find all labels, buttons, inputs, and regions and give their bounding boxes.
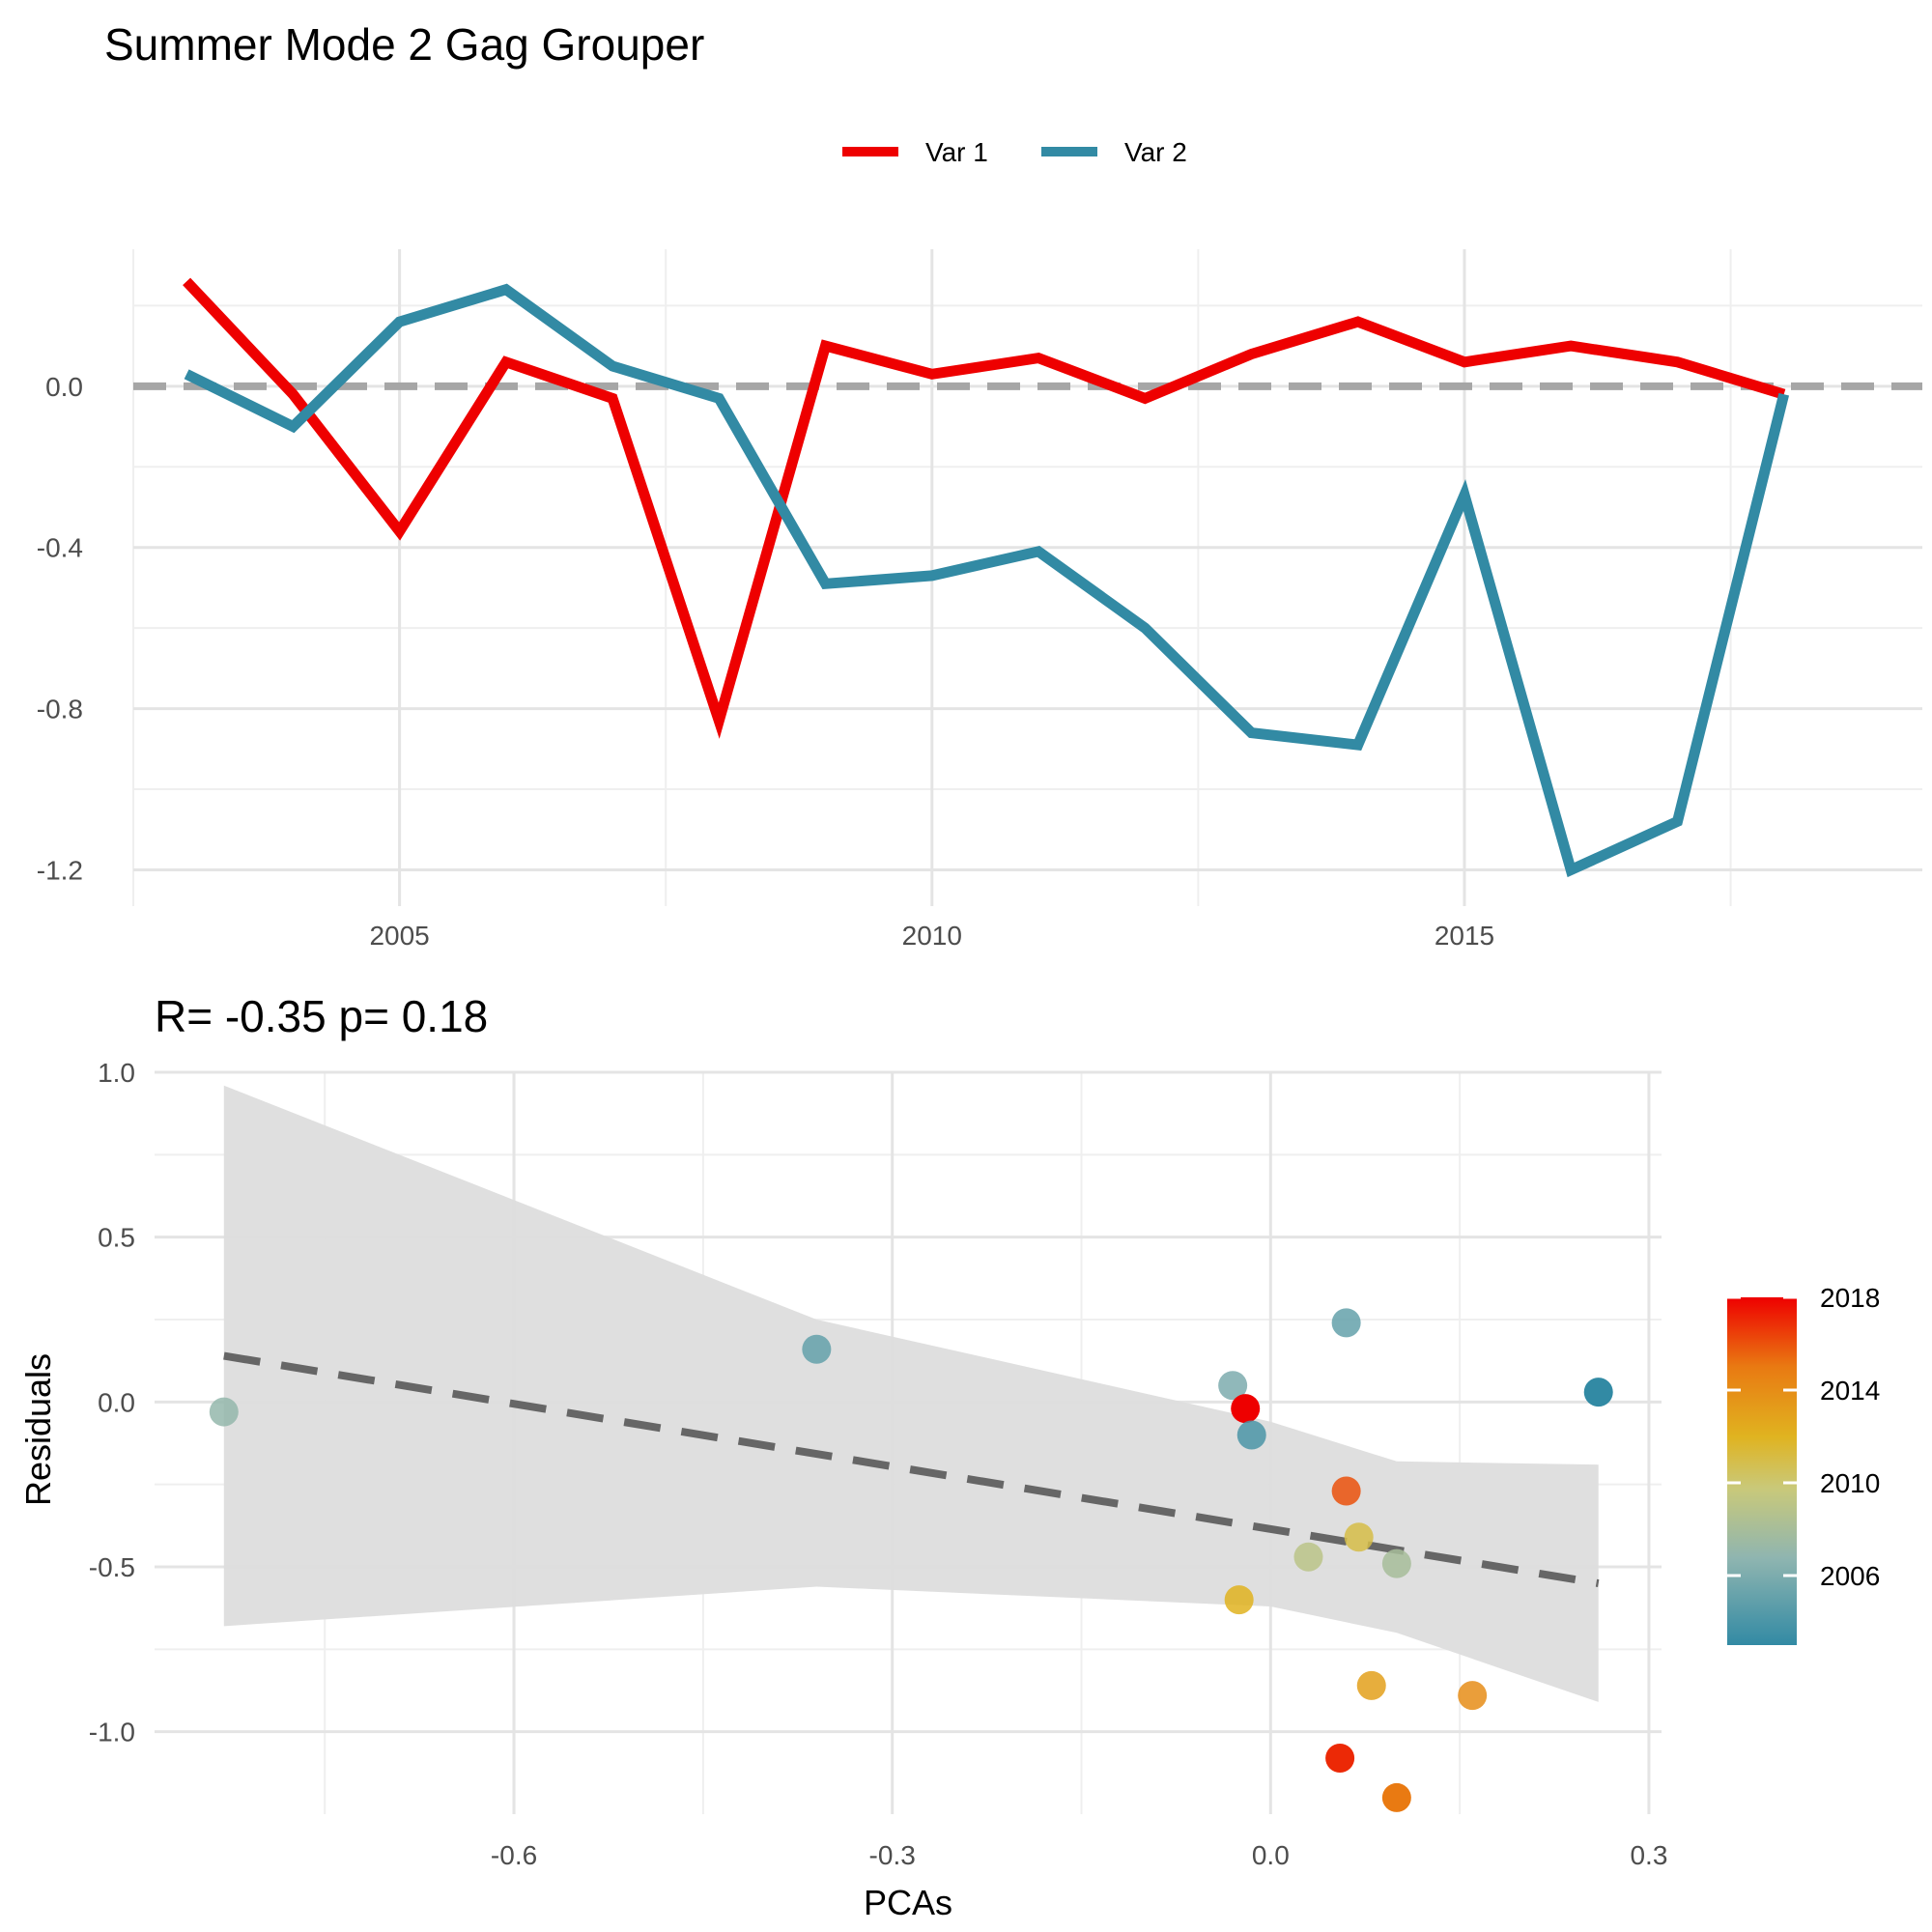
colorbar-label: 2018 (1820, 1283, 1880, 1313)
chart-title: Summer Mode 2 Gag Grouper (104, 19, 704, 70)
top-x-tick-label: 2005 (369, 921, 429, 951)
scatter-point (1236, 1420, 1266, 1450)
bottom-y-tick-label: 0.5 (98, 1223, 135, 1253)
bottom-y-tick-label: 1.0 (98, 1058, 135, 1088)
scatter-point (209, 1397, 239, 1427)
time-series-lines (183, 277, 1790, 878)
bottom-x-tick-labels: -0.6 -0.3 0.0 0.3 (491, 1840, 1667, 1870)
confidence-band (223, 1085, 1599, 1702)
scatter-point (1583, 1378, 1613, 1407)
scatter-point (1231, 1394, 1261, 1424)
scatter-point (1218, 1371, 1248, 1401)
bottom-x-tick-label: 0.3 (1630, 1840, 1667, 1870)
scatter-point (1331, 1476, 1361, 1506)
top-x-tick-labels: 2005 2010 2015 (369, 921, 1494, 951)
scatter-point (1381, 1548, 1411, 1578)
colorbar-label: 2006 (1820, 1561, 1880, 1591)
bottom-x-tick-label: 0.0 (1252, 1840, 1290, 1870)
bottom-y-tick-label: 0.0 (98, 1387, 135, 1417)
legend-label-var1: Var 1 (925, 137, 988, 167)
bottom-x-tick-label: -0.3 (869, 1840, 916, 1870)
colorbar-label: 2014 (1820, 1376, 1880, 1406)
legend-label-var2: Var 2 (1124, 137, 1187, 167)
colorbar-gradient (1727, 1297, 1797, 1645)
scatter-point (802, 1334, 832, 1364)
bottom-y-tick-label: -0.5 (89, 1552, 135, 1582)
series-line-var1 (183, 277, 1786, 739)
top-x-tick-label: 2010 (902, 921, 962, 951)
scatter-points (209, 1308, 1613, 1812)
x-axis-title: PCAs (864, 1883, 952, 1922)
scatter-point (1344, 1522, 1374, 1552)
colorbar-ticks: 2018 2014 2010 2006 (1727, 1283, 1880, 1591)
top-y-tick-label: -1.2 (37, 855, 83, 885)
top-y-tick-label: 0.0 (45, 372, 83, 402)
colorbar: 2018 2014 2010 2006 (1727, 1283, 1880, 1645)
time-series-panel: 0.0 -0.4 -0.8 -1.2 2005 2010 2015 (37, 249, 1922, 951)
scatter-point (1331, 1308, 1361, 1338)
y-axis-title: Residuals (18, 1353, 58, 1506)
series-line-var2 (184, 283, 1790, 878)
scatter-point (1325, 1743, 1355, 1773)
scatter-panel: 1.0 0.5 0.0 -0.5 -1.0 -0.6 -0.3 0.0 0.3 (89, 1058, 1668, 1870)
top-y-tick-label: -0.4 (37, 533, 83, 563)
bottom-y-tick-labels: 1.0 0.5 0.0 -0.5 -1.0 (89, 1058, 135, 1747)
scatter-point (1293, 1542, 1323, 1572)
bottom-y-tick-label: -1.0 (89, 1718, 135, 1747)
top-y-tick-labels: 0.0 -0.4 -0.8 -1.2 (37, 372, 83, 886)
scatter-point (1356, 1670, 1386, 1700)
legend: Var 1 Var 2 (842, 137, 1187, 167)
top-x-tick-label: 2015 (1435, 921, 1494, 951)
scatter-point (1458, 1681, 1488, 1711)
scatter-point (1224, 1585, 1254, 1615)
colorbar-label: 2010 (1820, 1468, 1880, 1498)
correlation-subtitle: R= -0.35 p= 0.18 (155, 991, 488, 1041)
top-grid (132, 249, 1922, 906)
scatter-point (1381, 1782, 1411, 1812)
bottom-x-tick-label: -0.6 (491, 1840, 537, 1870)
top-y-tick-label: -0.8 (37, 695, 83, 724)
